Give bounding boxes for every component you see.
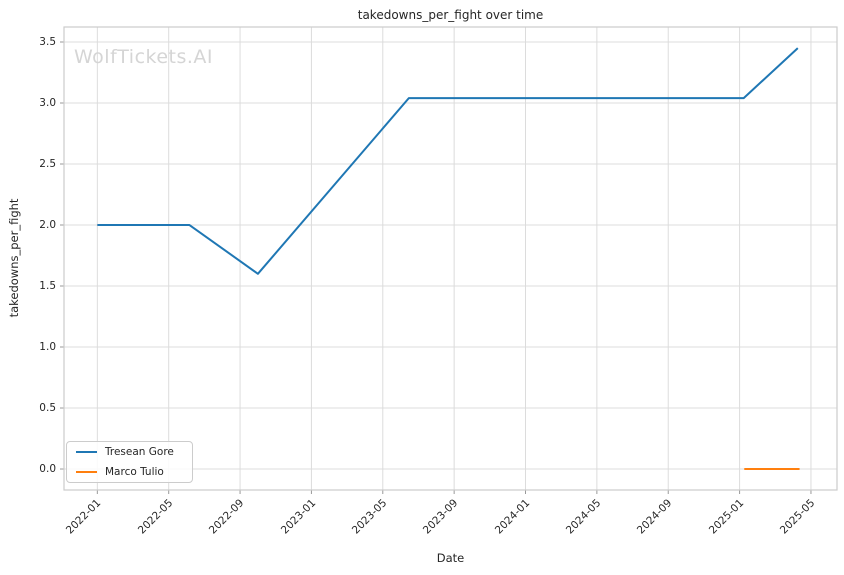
- legend-item: Marco Tulio: [67, 462, 192, 481]
- x-axis-label: Date: [436, 551, 465, 565]
- y-tick-label: 0.5: [39, 402, 56, 414]
- y-tick-label: 2.5: [39, 158, 56, 170]
- legend-item: Tresean Gore: [67, 443, 192, 462]
- legend-box: Tresean Gore Marco Tulio: [66, 441, 193, 483]
- y-tick-label: 0.0: [39, 463, 56, 475]
- legend-swatch-line-icon: [76, 470, 97, 473]
- plot-border: [63, 26, 838, 491]
- y-axis-label: takedowns_per_fight: [7, 198, 21, 318]
- chart-title: takedowns_per_fight over time: [357, 8, 544, 22]
- legend-label: Marco Tulio: [105, 465, 164, 478]
- legend-label: Tresean Gore: [105, 446, 174, 459]
- y-tick-label: 3.5: [39, 36, 56, 48]
- legend-swatch-line-icon: [76, 450, 97, 454]
- watermark: WolfTickets.AI: [74, 46, 214, 68]
- y-tick-label: 1.5: [39, 280, 56, 292]
- y-tick-label: 3.0: [39, 97, 56, 109]
- y-tick-label: 2.0: [39, 219, 56, 231]
- y-tick-label: 1.0: [39, 341, 56, 353]
- series-line-tresean-gore: [97, 47, 799, 275]
